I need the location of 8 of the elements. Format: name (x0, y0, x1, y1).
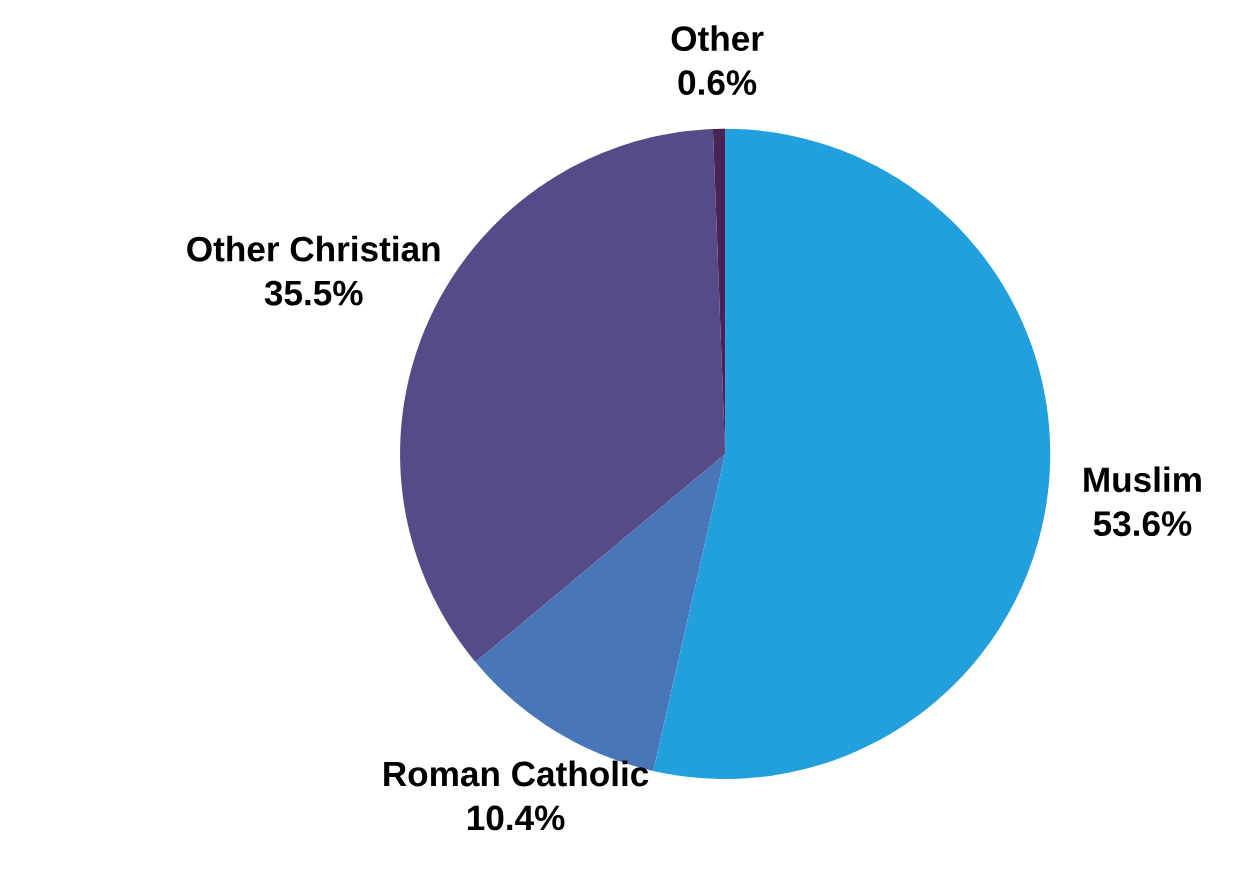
data-label: 53.6% (1093, 511, 1192, 537)
data-label: 10.4% (467, 805, 565, 831)
slice-label: Muslim (1084, 466, 1201, 493)
slice-label: Roman Catholic (384, 760, 649, 787)
data-label: 0.6% (678, 70, 757, 96)
slice-label: Other (671, 25, 764, 52)
slice-label: Other Christian (187, 235, 440, 262)
data-label: 35.5% (264, 280, 363, 306)
